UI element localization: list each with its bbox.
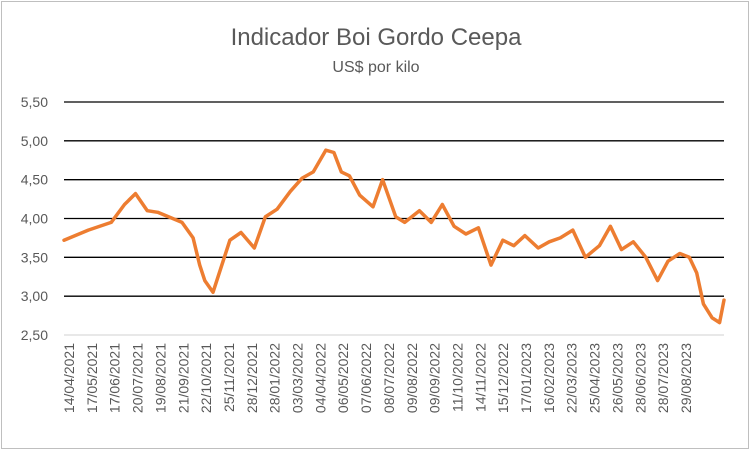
x-tick-label: 08/07/2022: [381, 343, 397, 413]
x-tick-label: 29/08/2023: [678, 343, 694, 413]
x-tick-label: 28/06/2023: [632, 343, 648, 413]
x-tick-label: 22/03/2023: [564, 343, 580, 413]
x-tick-label: 17/05/2021: [84, 343, 100, 413]
x-tick-label: 26/05/2023: [609, 343, 625, 413]
x-tick-label: 25/04/2023: [587, 343, 603, 413]
x-tick-label: 09/09/2022: [427, 343, 443, 413]
chart-subtitle: US$ por kilo: [332, 59, 419, 76]
x-tick-label: 14/11/2022: [472, 343, 488, 412]
series-layer: [62, 148, 726, 325]
x-tick-label: 09/08/2022: [404, 343, 420, 413]
y-tick-label: 3,50: [21, 249, 48, 265]
x-tick-label: 14/04/2021: [61, 343, 77, 413]
x-tick-label: 04/04/2022: [312, 343, 328, 413]
x-tick-label: 03/03/2022: [290, 343, 306, 413]
y-tick-label: 5,00: [21, 133, 48, 149]
x-tick-label: 07/06/2022: [358, 343, 374, 413]
x-tick-label: 21/09/2021: [175, 343, 191, 413]
y-tick-label: 2,50: [21, 327, 48, 343]
x-axis-ticks: 14/04/2021 17/05/2021 17/06/2021 20/07/2021…: [61, 343, 694, 413]
y-tick-label: 4,50: [21, 172, 48, 188]
x-tick-label: 11/10/2022: [449, 343, 465, 412]
y-tick-label: 3,00: [21, 288, 48, 304]
series-line-boi-gordo: [62, 148, 726, 325]
x-tick-label: 17/06/2021: [107, 343, 123, 413]
y-tick-label: 5,50: [21, 94, 48, 110]
x-tick-label: 20/07/2021: [130, 343, 146, 413]
gridlines: [64, 101, 724, 336]
x-tick-label: 06/05/2022: [335, 343, 351, 413]
x-tick-label: 19/08/2021: [152, 343, 168, 413]
chart-title: Indicador Boi Gordo Ceepa: [231, 24, 523, 51]
x-tick-label: 25/11/2021: [221, 343, 237, 412]
x-tick-label: 16/02/2023: [541, 343, 557, 413]
y-axis-ticks: 2,50 3,00 3,50 4,00 4,50 5,00 5,50: [21, 94, 48, 343]
x-tick-label: 28/01/2022: [267, 343, 283, 413]
x-tick-label: 15/12/2022: [495, 343, 511, 413]
x-tick-label: 22/10/2021: [198, 343, 214, 413]
y-tick-label: 4,00: [21, 211, 48, 227]
x-tick-label: 28/12/2021: [244, 343, 260, 413]
x-tick-label: 17/01/2023: [518, 343, 534, 413]
x-tick-label: 28/07/2023: [655, 343, 671, 413]
